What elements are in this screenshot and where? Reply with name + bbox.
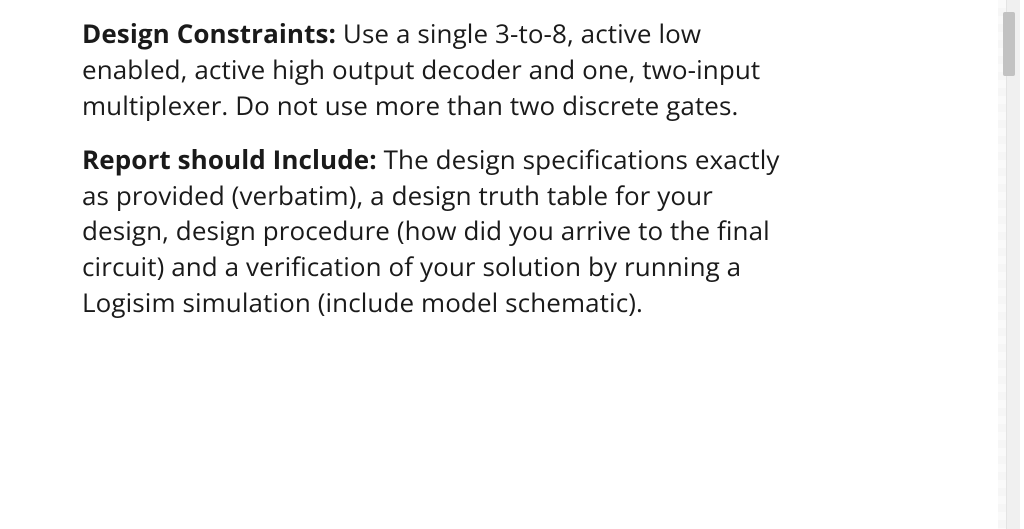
paragraph-design-constraints: Design Constraints: Use a single 3-to-8,… xyxy=(82,16,802,124)
label-report-include: Report should Include: xyxy=(82,141,377,177)
document-content: Design Constraints: Use a single 3-to-8,… xyxy=(82,16,802,321)
label-design-constraints: Design Constraints: xyxy=(82,15,336,51)
page-container: Design Constraints: Use a single 3-to-8,… xyxy=(0,0,1024,529)
scrollbar-track[interactable] xyxy=(1006,0,1020,529)
scrollbar-thumb[interactable] xyxy=(1003,12,1015,76)
paragraph-report-include: Report should Include: The design specif… xyxy=(82,142,802,321)
page-edge-decoration xyxy=(998,0,1006,529)
